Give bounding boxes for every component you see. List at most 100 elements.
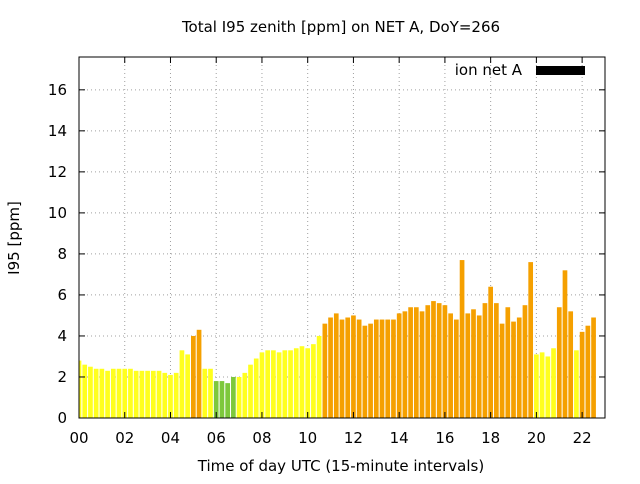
bar — [168, 374, 173, 418]
bar — [305, 348, 311, 418]
bar — [316, 335, 322, 418]
bar — [356, 319, 362, 418]
bar — [185, 354, 190, 418]
bar — [328, 317, 333, 418]
x-tick-label: 22 — [573, 429, 592, 447]
y-tick-label: 4 — [57, 327, 67, 345]
x-tick-label: 14 — [390, 429, 409, 447]
y-tick-label: 12 — [48, 163, 67, 181]
bar — [494, 303, 499, 418]
bar — [448, 313, 453, 418]
bar — [88, 366, 93, 418]
bar — [231, 376, 236, 418]
bar — [225, 383, 230, 418]
bar — [162, 372, 168, 418]
bar — [471, 309, 476, 418]
bar — [454, 319, 459, 418]
bar — [271, 350, 276, 418]
bar — [488, 286, 493, 418]
bar — [522, 305, 528, 418]
bar — [253, 358, 259, 418]
bar — [156, 370, 162, 418]
y-tick-label: 16 — [48, 81, 67, 99]
bar — [219, 381, 225, 418]
bar — [116, 368, 122, 418]
bar — [585, 325, 591, 418]
bar — [122, 368, 128, 418]
bar — [574, 350, 579, 418]
bar — [425, 305, 431, 418]
x-tick-label: 10 — [298, 429, 317, 447]
y-tick-label: 10 — [48, 204, 67, 222]
bar — [396, 313, 402, 418]
bar — [145, 370, 150, 418]
bar — [345, 317, 351, 418]
bar — [248, 364, 253, 418]
bar — [413, 307, 419, 418]
bar — [351, 315, 356, 418]
bar — [99, 368, 105, 418]
bar — [362, 325, 368, 418]
bar — [139, 370, 145, 418]
bar — [431, 301, 436, 418]
bar — [516, 317, 522, 418]
bar — [110, 368, 116, 418]
bar — [339, 319, 345, 418]
bar — [333, 313, 339, 418]
bar — [191, 335, 196, 418]
bar — [299, 346, 305, 418]
x-tick-label: 08 — [252, 429, 271, 447]
bar — [202, 368, 208, 418]
x-tick-label: 02 — [115, 429, 134, 447]
bar — [79, 360, 82, 418]
bar — [133, 370, 139, 418]
bar — [311, 344, 316, 418]
bar — [322, 323, 328, 418]
x-tick-label: 18 — [481, 429, 500, 447]
bar — [173, 372, 179, 418]
bar — [539, 352, 545, 418]
x-tick-label: 16 — [435, 429, 454, 447]
plot-frame — [78, 56, 606, 419]
bar — [196, 329, 202, 418]
bar — [391, 319, 396, 418]
legend-swatch — [536, 66, 585, 75]
bar — [208, 368, 213, 418]
bar — [293, 348, 299, 418]
bar — [265, 350, 271, 418]
bar — [568, 311, 574, 418]
bar — [436, 303, 442, 418]
x-tick-label: 20 — [527, 429, 546, 447]
bar — [282, 350, 288, 418]
y-tick-label: 8 — [57, 245, 67, 263]
bar — [505, 307, 511, 418]
bar — [276, 352, 282, 418]
bar — [534, 354, 539, 418]
legend-label: ion net A — [455, 61, 523, 79]
y-tick-label: 2 — [57, 368, 67, 386]
chart-title: Total I95 zenith [ppm] on NET A, DoY=266 — [181, 18, 500, 36]
bar — [551, 348, 556, 418]
bar — [499, 323, 505, 418]
y-tick-label: 0 — [57, 409, 67, 427]
bar — [556, 307, 562, 418]
bar — [591, 317, 596, 418]
bar — [150, 370, 156, 418]
bar — [93, 368, 99, 418]
bar — [579, 331, 585, 418]
x-tick-label: 12 — [344, 429, 363, 447]
bar — [236, 376, 242, 418]
bar — [402, 311, 408, 418]
bar — [511, 321, 516, 418]
bar — [442, 305, 448, 418]
bar — [545, 356, 551, 418]
bar — [562, 270, 568, 418]
bar — [419, 311, 425, 418]
bar — [373, 319, 379, 418]
legend: ion net A — [455, 61, 585, 79]
x-tick-label: 06 — [207, 429, 226, 447]
y-tick-label: 6 — [57, 286, 67, 304]
bar — [465, 313, 471, 418]
